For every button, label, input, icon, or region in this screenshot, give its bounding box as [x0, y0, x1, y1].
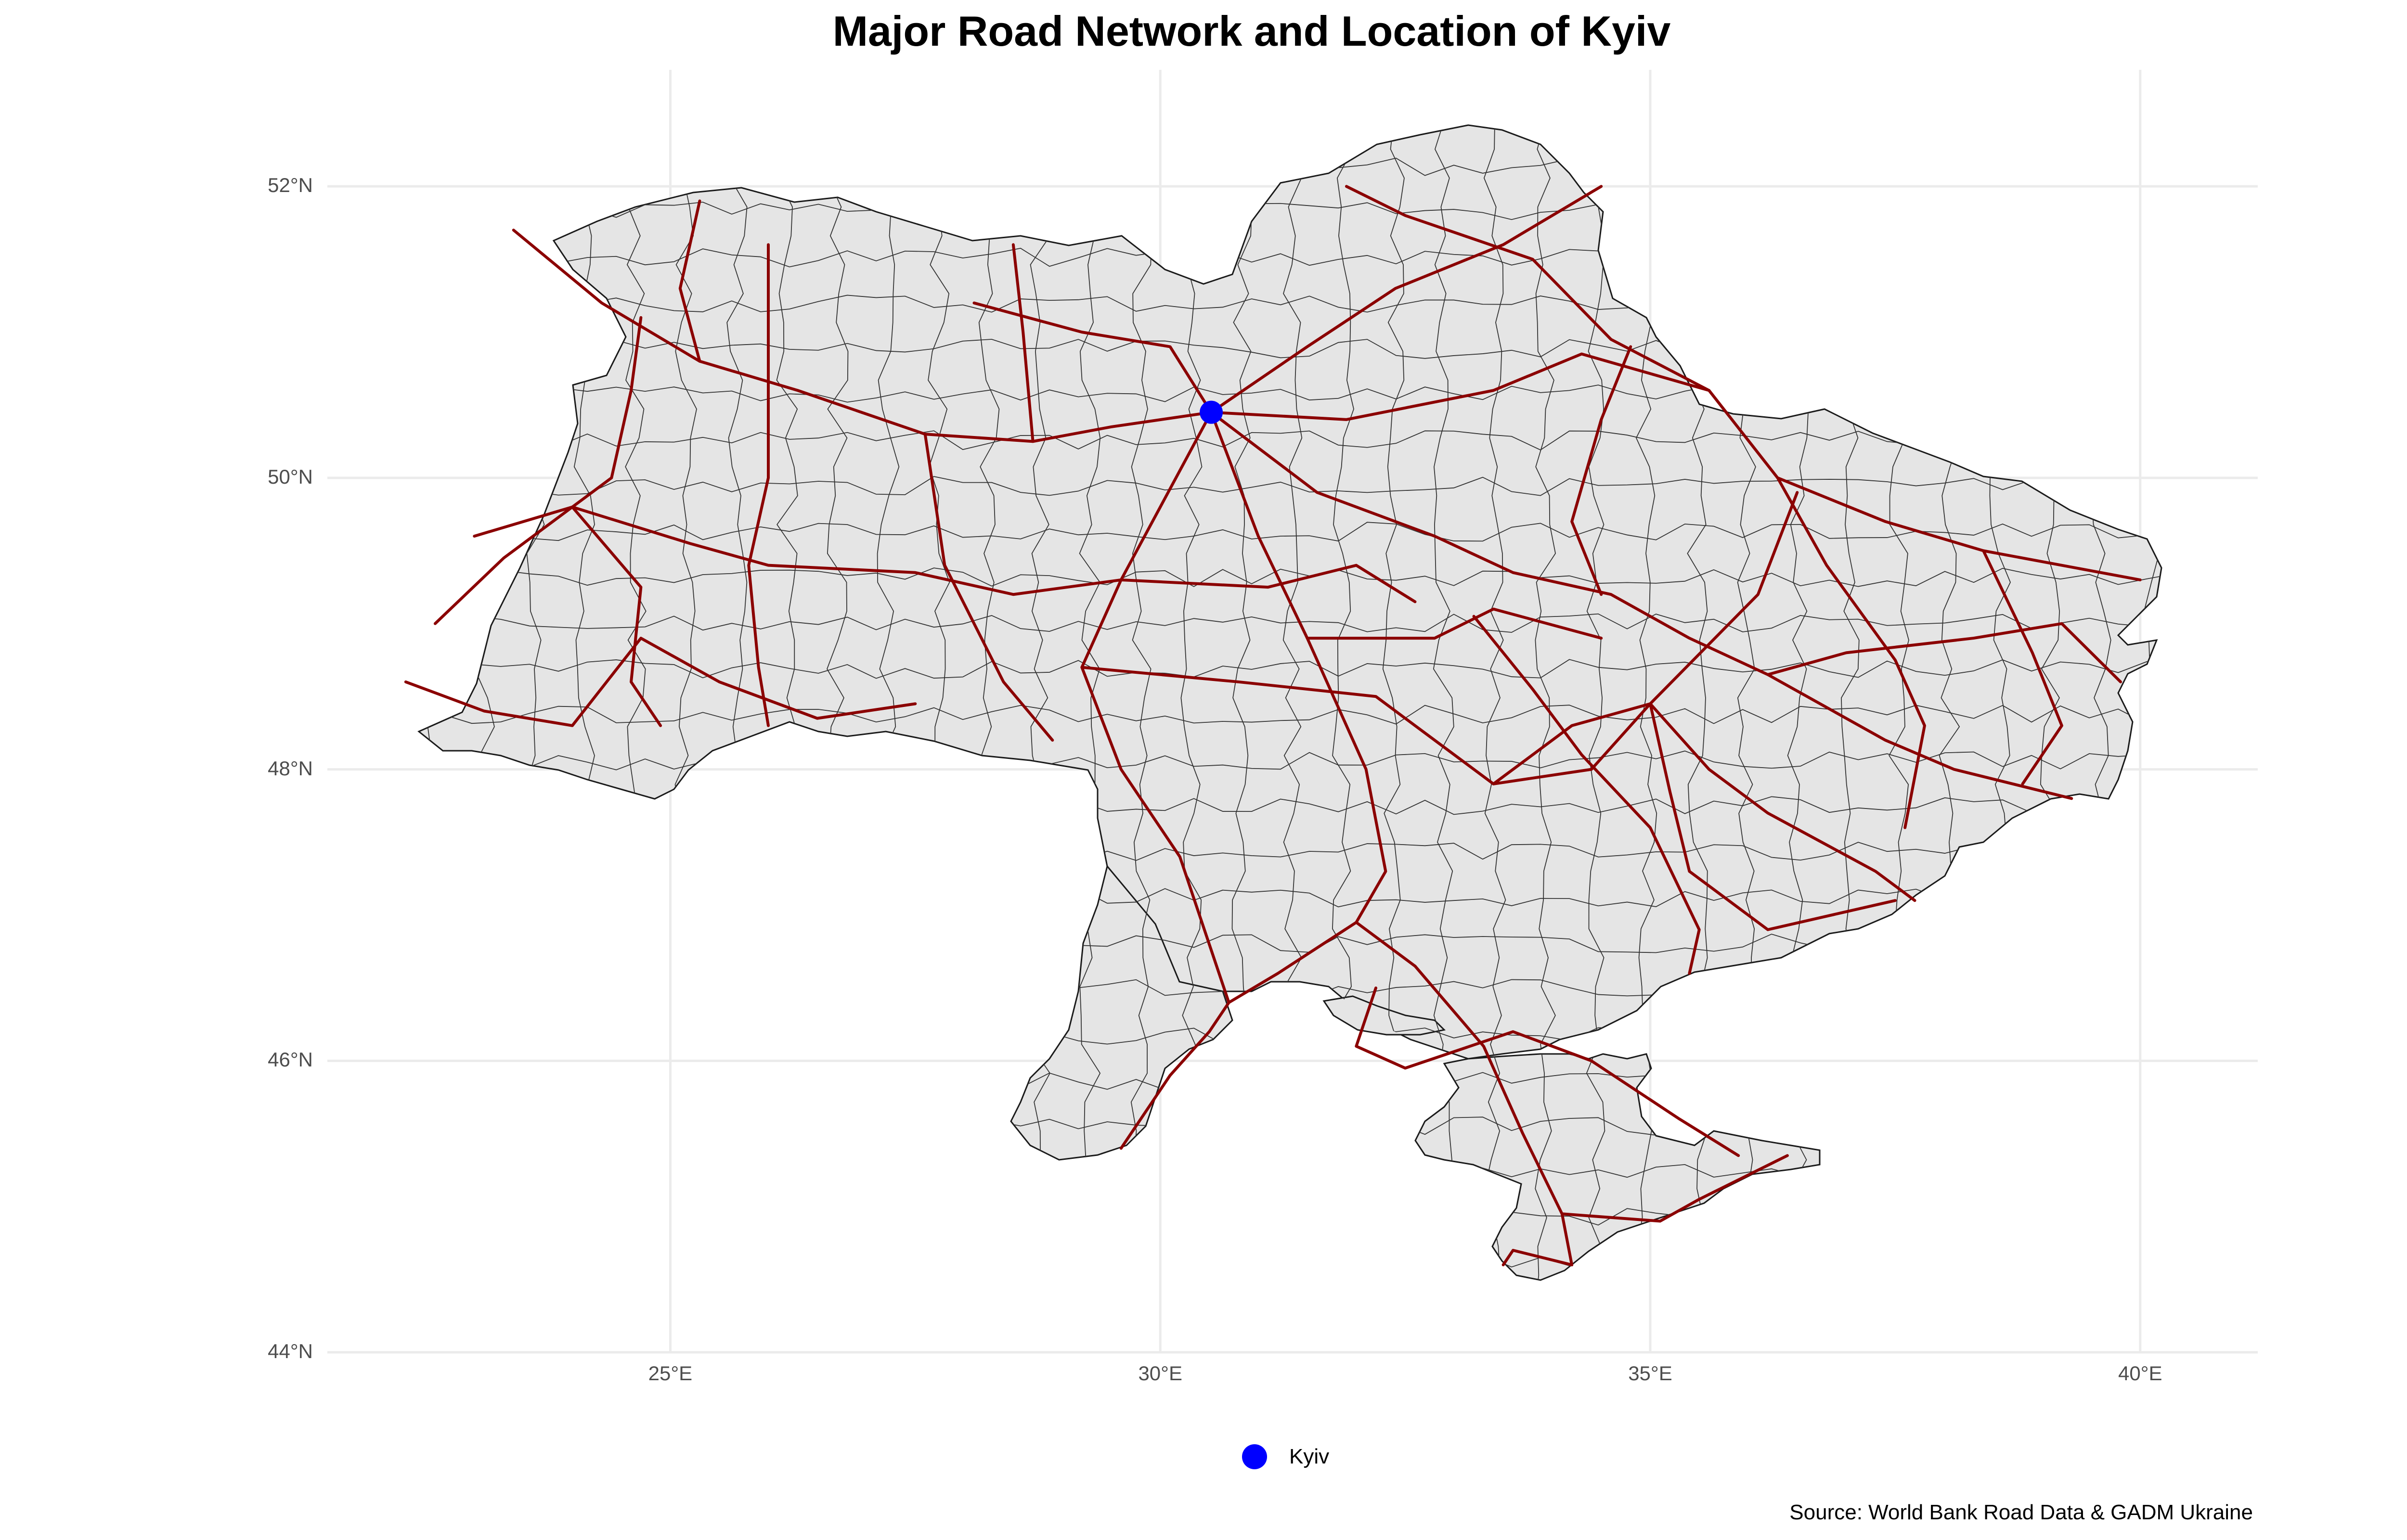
road-segment-14: [747, 243, 770, 727]
road-segment-21: [1766, 622, 2122, 683]
district-boundary-v-47: [1483, 125, 1506, 1280]
road-segment-0: [512, 229, 1213, 443]
city-markers: [1200, 400, 1223, 424]
district-boundary-h-23: [419, 1162, 2161, 1181]
road-segment-23: [1355, 986, 1740, 1157]
legend-kyiv-label: Kyiv: [1289, 1445, 1330, 1468]
x-tick-label-2: 35°E: [1628, 1362, 1672, 1385]
odesa-southwest-shape: [1010, 864, 1233, 1161]
city-marker-kyiv: [1200, 400, 1223, 424]
district-boundary-h-11: [419, 613, 2161, 633]
road-segment-26: [972, 301, 1213, 414]
x-tick-label-0: 25°E: [648, 1362, 693, 1385]
road-segment-10: [1648, 702, 1897, 931]
road-segment-15: [433, 316, 643, 625]
district-boundary-h-20: [419, 1026, 2161, 1045]
district-boundary-h-1: [419, 156, 2161, 176]
road-segment-8: [1501, 1249, 1574, 1267]
road-segment-12: [404, 637, 917, 727]
crimea-shape: [1414, 1053, 1821, 1281]
district-boundary-v-60: [2141, 125, 2161, 1280]
road-segment-17: [1080, 491, 1799, 785]
y-tick-label-2: 48°N: [268, 757, 313, 780]
district-boundary-v-38: [1030, 125, 1051, 1280]
district-boundary-v-49: [1586, 125, 1605, 1280]
district-boundary-v-46: [1433, 125, 1454, 1280]
road-network: [404, 185, 2142, 1267]
road-segment-13: [570, 505, 662, 727]
district-boundary-h-10: [419, 567, 2161, 587]
district-boundary-h-21: [419, 1071, 2161, 1091]
district-boundary-h-24: [419, 1207, 2161, 1228]
road-segment-6: [1413, 964, 1574, 1267]
district-boundary-h-7: [419, 430, 2161, 450]
road-segment-25: [1345, 185, 1711, 392]
road-segment-11: [473, 505, 1417, 603]
ukraine-mainland-shape: [417, 124, 2162, 1060]
y-tick-label-0: 52°N: [268, 174, 313, 197]
y-tick-label-1: 50°N: [268, 465, 313, 488]
source-caption: Source: World Bank Road Data & GADM Ukra…: [1789, 1501, 2253, 1524]
district-boundary-h-25: [419, 1253, 2161, 1273]
x-tick-label-1: 30°E: [1138, 1362, 1182, 1385]
road-segment-7: [1560, 1154, 1789, 1223]
district-boundary-h-8: [419, 476, 2161, 496]
road-segment-27: [678, 199, 701, 363]
district-boundary-h-13: [419, 705, 2161, 725]
road-segment-4: [1080, 411, 1230, 1004]
district-boundary-h-9: [419, 522, 2161, 542]
road-segment-24: [1119, 921, 1358, 1150]
road-segment-20: [1570, 345, 1632, 596]
road-segment-9: [1492, 702, 1916, 902]
road-segment-2: [1210, 185, 1603, 414]
road-segment-29: [1472, 615, 1701, 975]
road-segment-22: [1982, 549, 2063, 785]
district-boundary-v-39: [1079, 125, 1101, 1280]
road-segment-16: [923, 433, 1054, 742]
road-segment-18: [1306, 607, 1603, 640]
kinburn-spit-shape: [1322, 995, 1446, 1036]
road-segment-28: [1011, 243, 1035, 443]
district-boundary-h-22: [419, 1116, 2161, 1136]
y-tick-label-4: 44°N: [268, 1340, 313, 1362]
map-title: Major Road Network and Location of Kyiv: [832, 7, 1671, 55]
road-segment-19: [1776, 476, 1926, 829]
district-boundary-v-26: [423, 125, 444, 1280]
x-tick-label-3: 40°E: [2118, 1362, 2162, 1385]
district-boundary-h-0: [419, 125, 2161, 130]
y-tick-label-3: 46°N: [268, 1048, 313, 1071]
legend-kyiv-marker: [1242, 1444, 1267, 1469]
district-boundary-v-40: [1130, 125, 1152, 1280]
legend: Kyiv: [1242, 1440, 1329, 1474]
